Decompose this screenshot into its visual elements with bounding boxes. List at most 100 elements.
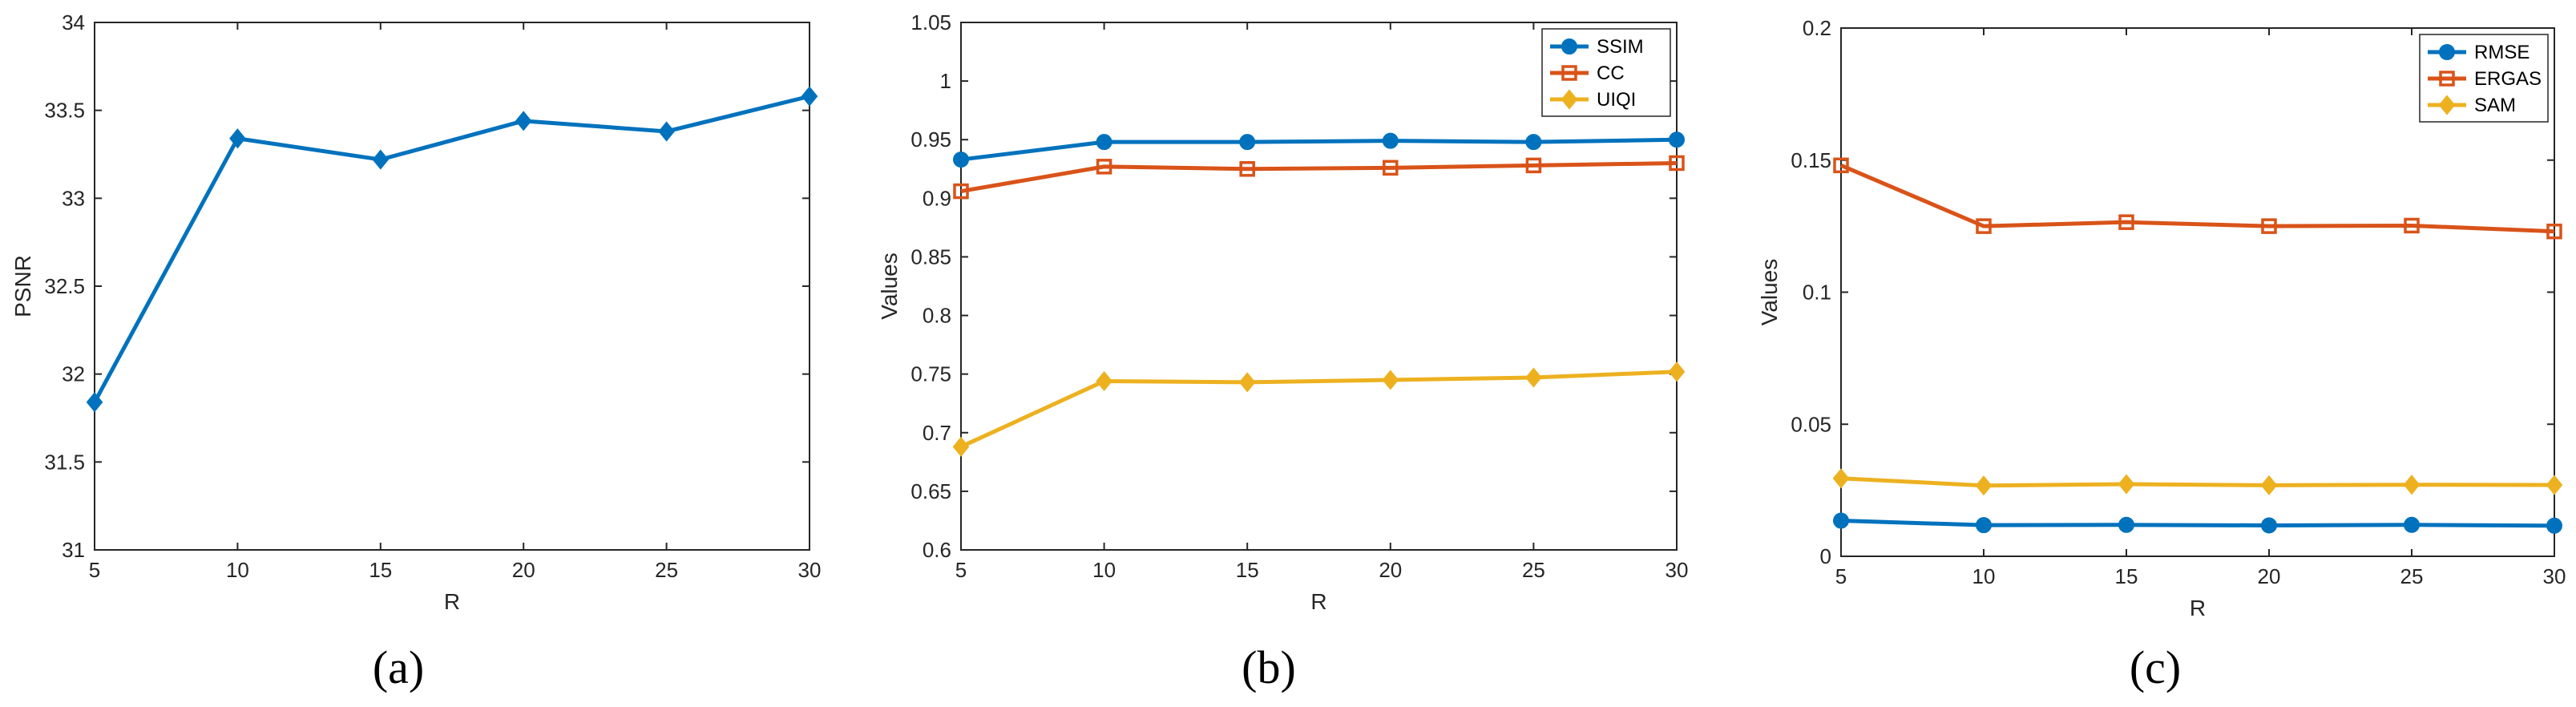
x-tick-label: 25: [655, 558, 678, 582]
data-point-ssim: [1239, 134, 1256, 151]
x-tick-label: 5: [1835, 564, 1847, 588]
x-tick-label: 5: [89, 558, 100, 582]
panel-c-error-metrics-chart: 5 10 15 20 25 30 0 0.05 0.1 0.15 0.2 R Values RMSE ERG…: [1757, 16, 2566, 693]
series-line-rmse: [1840, 519, 2555, 528]
series-line-cc: [960, 160, 1678, 194]
x-tick-label: 10: [1972, 564, 1996, 588]
data-point-ergas: [2546, 223, 2562, 240]
y-tick-label: 0.15: [1791, 148, 1831, 172]
x-tick-label: 20: [2258, 564, 2281, 588]
legend: SSIM CC UIQI: [1541, 28, 1671, 117]
legend-label-ssim: SSIM: [1597, 36, 1644, 58]
legend-marker-rmse: [2439, 44, 2455, 60]
y-tick-label: 31: [62, 538, 85, 562]
data-point-cc: [1669, 155, 1685, 172]
legend-label-sam: SAM: [2474, 95, 2516, 116]
data-point-rmse: [1976, 517, 1992, 534]
plot-area: [94, 22, 810, 551]
y-tick-label: 0.75: [910, 362, 951, 386]
series-line-psnr: [92, 94, 810, 403]
series-line-sam: [1840, 476, 2555, 488]
series-line-ergas: [1840, 164, 2555, 234]
y-tick-label: 0.95: [910, 127, 951, 152]
x-tick-label: 20: [1379, 558, 1402, 582]
data-point-ssim: [1096, 134, 1112, 151]
x-tick-label: 30: [2543, 564, 2566, 588]
x-tick-label: 25: [1522, 558, 1545, 582]
data-point-rmse: [2404, 516, 2420, 533]
y-axis-label: PSNR: [10, 255, 35, 317]
data-point-ssim: [953, 152, 969, 168]
y-tick-label: 33: [62, 186, 85, 210]
data-point-ergas: [1976, 218, 1992, 234]
data-point-ergas: [2404, 217, 2420, 234]
data-point-rmse: [1833, 512, 1849, 529]
panel-a-psnr-chart: 5 10 15 20 25 30 31 31.5 32 32.5 33 33.5 34 R PSNR (a): [10, 10, 821, 693]
legend-marker-sam: [2438, 95, 2456, 115]
y-tick-label: 0: [1820, 544, 1831, 568]
x-tick-label: 25: [2400, 564, 2424, 588]
y-axis-label: Values: [877, 252, 902, 320]
x-tick-label: 30: [798, 558, 822, 582]
x-tick-label: 5: [955, 558, 967, 582]
x-axis-label: R: [1310, 589, 1326, 614]
data-point-uiqi: [1382, 370, 1399, 390]
panel-caption: (b): [1242, 641, 1296, 693]
y-axis-label: Values: [1757, 259, 1782, 326]
y-tick-label: 32.5: [44, 274, 85, 298]
x-tick-label: 15: [369, 558, 392, 582]
series-line-uiqi: [959, 370, 1678, 449]
y-tick-label: 0.65: [910, 479, 951, 503]
data-point-cc: [1096, 159, 1112, 175]
data-point-psnr: [515, 111, 532, 131]
data-point-rmse: [2546, 517, 2562, 534]
x-tick-label: 10: [226, 558, 249, 582]
y-tick-label: 0.6: [923, 538, 951, 562]
panel-caption: (c): [2130, 641, 2181, 693]
data-point-uiqi: [1238, 372, 1256, 393]
legend-marker-uiqi: [1561, 89, 1578, 110]
data-point-uiqi: [1096, 370, 1112, 392]
data-point-cc: [953, 183, 969, 200]
data-point-sam: [1832, 468, 1850, 489]
data-point-ergas: [1833, 157, 1849, 174]
y-tick-label: 0.9: [923, 186, 951, 210]
x-tick-label: 15: [1236, 558, 1259, 582]
x-tick-label: 20: [512, 558, 535, 582]
y-tick-label: 0.8: [923, 304, 951, 328]
y-tick-label: 0.1: [1803, 281, 1831, 305]
data-point-uiqi: [952, 436, 970, 457]
legend-label-rmse: RMSE: [2474, 42, 2530, 63]
data-point-ergas: [2261, 218, 2277, 234]
series-line-ssim: [960, 137, 1678, 162]
legend-label-ergas: ERGAS: [2474, 68, 2542, 90]
data-point-uiqi: [1525, 367, 1542, 388]
y-tick-label: 31.5: [44, 450, 85, 474]
y-tick-label: 1: [940, 69, 951, 93]
data-point-sam: [2403, 475, 2421, 495]
panel-caption: (a): [373, 641, 424, 693]
data-point-ssim: [1669, 131, 1685, 148]
y-tick-label: 1.05: [910, 10, 951, 34]
y-tick-label: 0.05: [1791, 412, 1831, 436]
x-tick-label: 15: [2115, 564, 2138, 588]
legend-marker-ssim: [1561, 38, 1577, 55]
x-tick-label: 10: [1092, 558, 1116, 582]
data-point-sam: [2118, 474, 2135, 495]
panel-b-quality-metrics-chart: 5 10 15 20 25 30 0.6 0.65 0.7 0.75 0.8 0.85 0.9 0.95 1…: [877, 10, 1688, 693]
data-point-ssim: [1382, 132, 1399, 149]
legend-label-uiqi: UIQI: [1597, 89, 1636, 111]
data-point-psnr: [372, 149, 390, 170]
data-point-psnr: [229, 128, 246, 149]
y-tick-label: 33.5: [44, 99, 85, 123]
legend: RMSE ERGAS SAM: [2419, 34, 2549, 123]
y-tick-label: 34: [62, 10, 85, 34]
x-axis-label: R: [2190, 596, 2206, 620]
data-point-rmse: [2261, 517, 2277, 534]
legend-label-cc: CC: [1597, 63, 1625, 84]
data-point-ssim: [1525, 134, 1542, 151]
data-point-sam: [2546, 475, 2563, 495]
data-point-cc: [1239, 161, 1255, 177]
y-tick-label: 32: [62, 362, 85, 386]
